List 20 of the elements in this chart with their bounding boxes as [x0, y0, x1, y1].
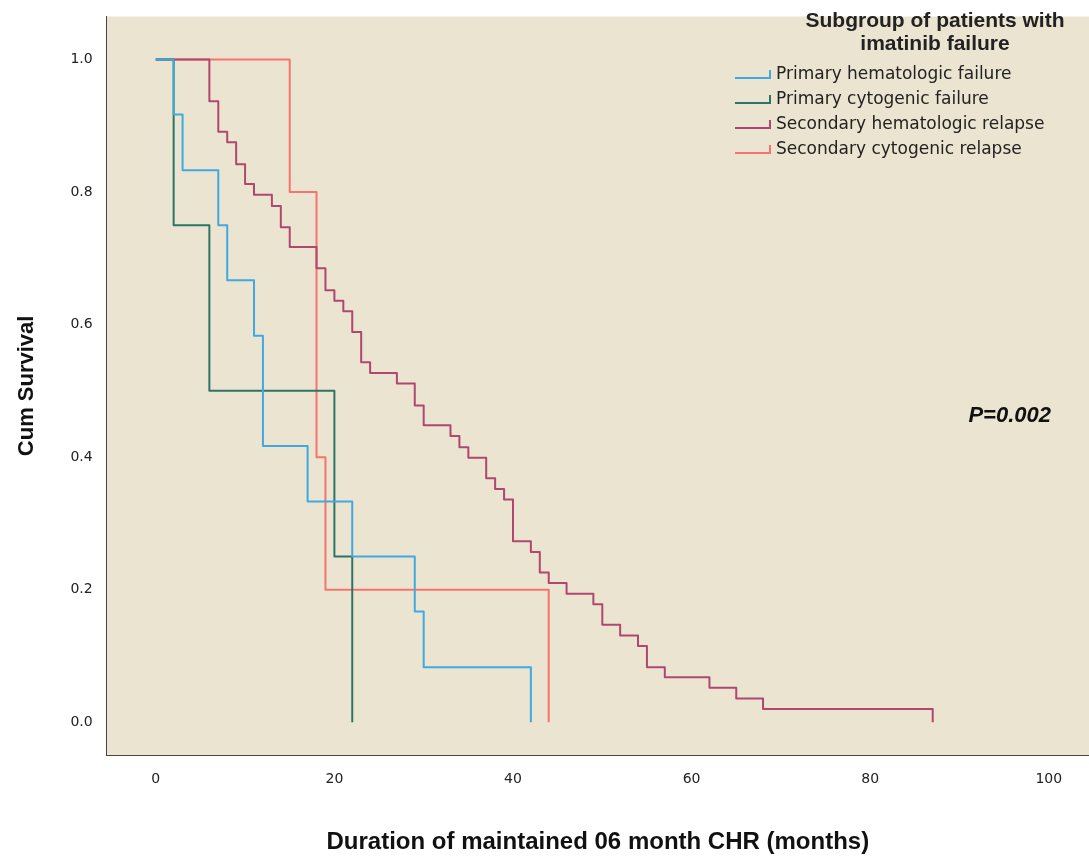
x-tick-label: 100 — [1035, 770, 1063, 787]
y-tick-label: 0.0 — [70, 712, 93, 729]
y-tick-label: 1.0 — [70, 50, 93, 67]
y-tick-label: 0.8 — [70, 182, 93, 199]
x-tick-label: 80 — [861, 770, 880, 787]
y-tick-label: 0.2 — [70, 580, 93, 597]
legend-label: Secondary cytogenic relapse — [776, 138, 1023, 158]
x-tick-label: 20 — [325, 770, 344, 787]
annotation: P=0.002 — [968, 402, 1052, 428]
y-tick-label: 0.4 — [70, 447, 93, 464]
y-axis-title: Cum Survival — [13, 315, 39, 457]
legend-title: Subgroup of patients with imatinib failure — [804, 8, 1066, 54]
x-axis-title: Duration of maintained 06 month CHR (months) — [326, 827, 870, 855]
legend-label: Primary cytogenic failure — [776, 88, 990, 108]
y-tick-label: 0.6 — [70, 315, 93, 332]
x-tick-label: 60 — [682, 770, 701, 787]
x-tick-label: 0 — [151, 770, 161, 787]
legend-label: Primary hematologic failure — [776, 63, 1013, 83]
x-tick-label: 40 — [504, 770, 522, 787]
legend-label: Secondary hematologic relapse — [776, 113, 1046, 133]
